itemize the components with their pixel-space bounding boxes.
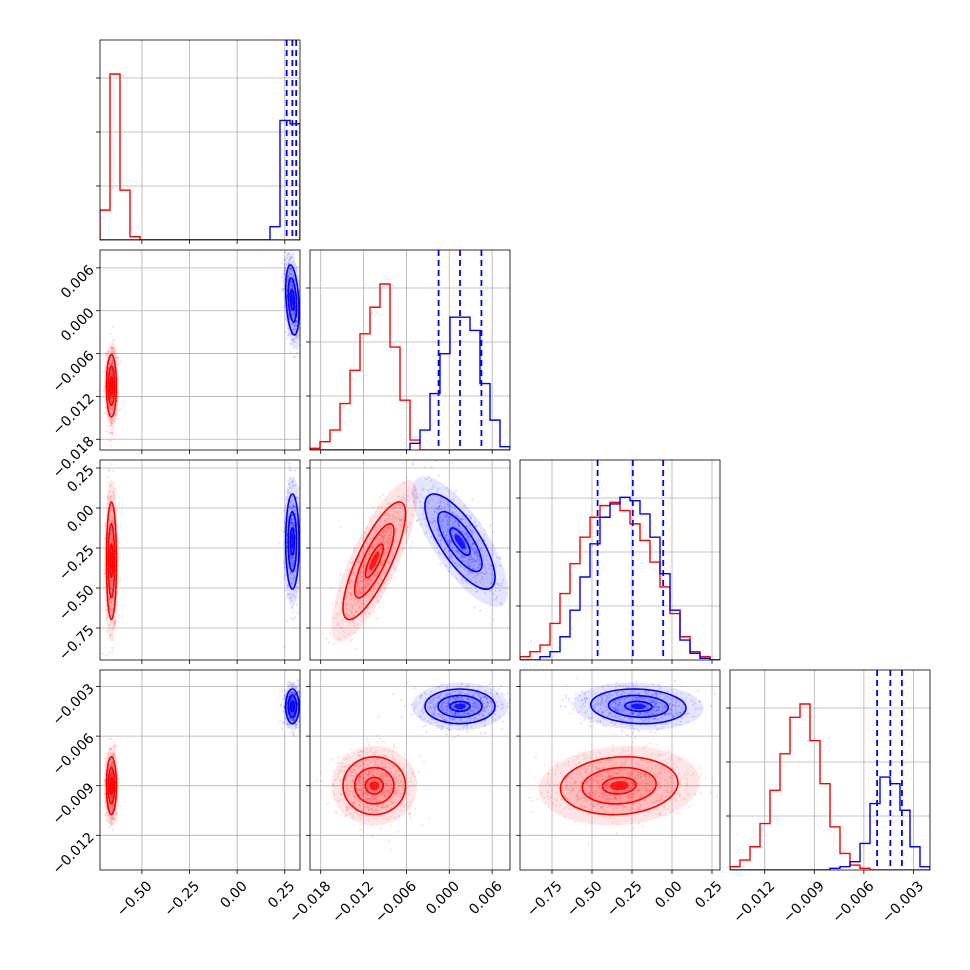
panel-frame xyxy=(519,669,721,871)
x-tick-label: 0.000 xyxy=(423,878,463,918)
hist-series-1 xyxy=(100,119,300,240)
density-core-0 xyxy=(609,781,629,791)
x-tick-label: 0.006 xyxy=(466,878,506,918)
density-core-1 xyxy=(454,703,466,710)
density-core-1 xyxy=(291,703,294,710)
panel-frame xyxy=(309,459,511,661)
y-tick-label: −0.006 xyxy=(50,348,98,396)
x-tick-label: −0.25 xyxy=(604,878,646,920)
density-core-0 xyxy=(110,781,113,791)
panel-frame xyxy=(519,459,721,661)
x-tick-label: −0.012 xyxy=(730,878,778,926)
panel-3-3: −0.012 −0.009 −0.006 −0.003 xyxy=(726,669,931,926)
panel-1-1 xyxy=(306,249,511,454)
panel-frame xyxy=(309,249,511,451)
y-tick-label: 0.00 xyxy=(64,502,97,535)
panel-frame xyxy=(99,669,301,871)
x-tick-label: −0.006 xyxy=(830,878,878,926)
y-tick-label: −0.012 xyxy=(50,830,98,878)
hist-series-0 xyxy=(310,283,510,450)
y-tick-label: −0.012 xyxy=(50,391,98,439)
x-tick-label: −0.012 xyxy=(329,878,377,926)
x-tick-label: 0.00 xyxy=(652,878,685,911)
density-core-0 xyxy=(369,551,380,571)
panel-0-0 xyxy=(96,39,301,244)
y-tick-label: −0.009 xyxy=(50,780,98,828)
hist-series-1 xyxy=(520,496,720,660)
y-tick-label: −0.50 xyxy=(56,582,98,624)
panel-2-1 xyxy=(306,459,511,664)
panel-3-1: −0.018−0.012−0.006 0.000 0.006 xyxy=(286,669,511,926)
panel-2-0: −0.75−0.50−0.250.000.25 xyxy=(56,459,301,664)
panel-3-2: −0.75−0.50−0.25 0.00 0.25 xyxy=(516,669,726,920)
x-tick-label: −0.75 xyxy=(524,878,566,920)
density-core-1 xyxy=(630,703,647,710)
density-core-0 xyxy=(110,551,113,571)
hist-series-0 xyxy=(100,73,300,240)
density-core-0 xyxy=(369,781,380,791)
y-tick-label: −0.006 xyxy=(50,730,98,778)
hist-series-0 xyxy=(730,703,930,870)
panel-frame xyxy=(99,249,301,451)
y-tick-label: −0.003 xyxy=(50,681,98,729)
y-tick-label: 0.000 xyxy=(58,305,98,345)
y-tick-label: −0.25 xyxy=(56,542,98,584)
x-tick-label: −0.009 xyxy=(780,878,828,926)
hist-series-1 xyxy=(730,776,930,870)
panel-frame xyxy=(309,669,511,871)
panel-frame xyxy=(99,39,301,241)
density-core-0 xyxy=(110,380,113,391)
panel-frame xyxy=(729,669,931,871)
x-tick-label: 0.00 xyxy=(217,878,250,911)
x-tick-label: −0.50 xyxy=(564,878,606,920)
x-tick-label: −0.50 xyxy=(114,878,156,920)
panel-3-0: −0.012−0.009−0.006−0.003−0.50 −0.25 0.00 0.… xyxy=(50,669,301,920)
hist-series-1 xyxy=(310,316,510,450)
density-core-1 xyxy=(291,294,294,306)
density-core-1 xyxy=(291,533,294,550)
panel-2-2 xyxy=(516,459,721,664)
panel-frame xyxy=(99,459,301,661)
x-tick-label: −0.25 xyxy=(161,878,203,920)
x-tick-label: −0.003 xyxy=(879,878,927,926)
y-tick-label: 0.006 xyxy=(58,262,98,302)
hist-series-0 xyxy=(520,501,720,660)
y-tick-label: −0.75 xyxy=(56,622,98,664)
x-tick-label: 0.25 xyxy=(692,878,725,911)
density-core-1 xyxy=(454,533,466,550)
x-tick-label: −0.006 xyxy=(372,878,420,926)
